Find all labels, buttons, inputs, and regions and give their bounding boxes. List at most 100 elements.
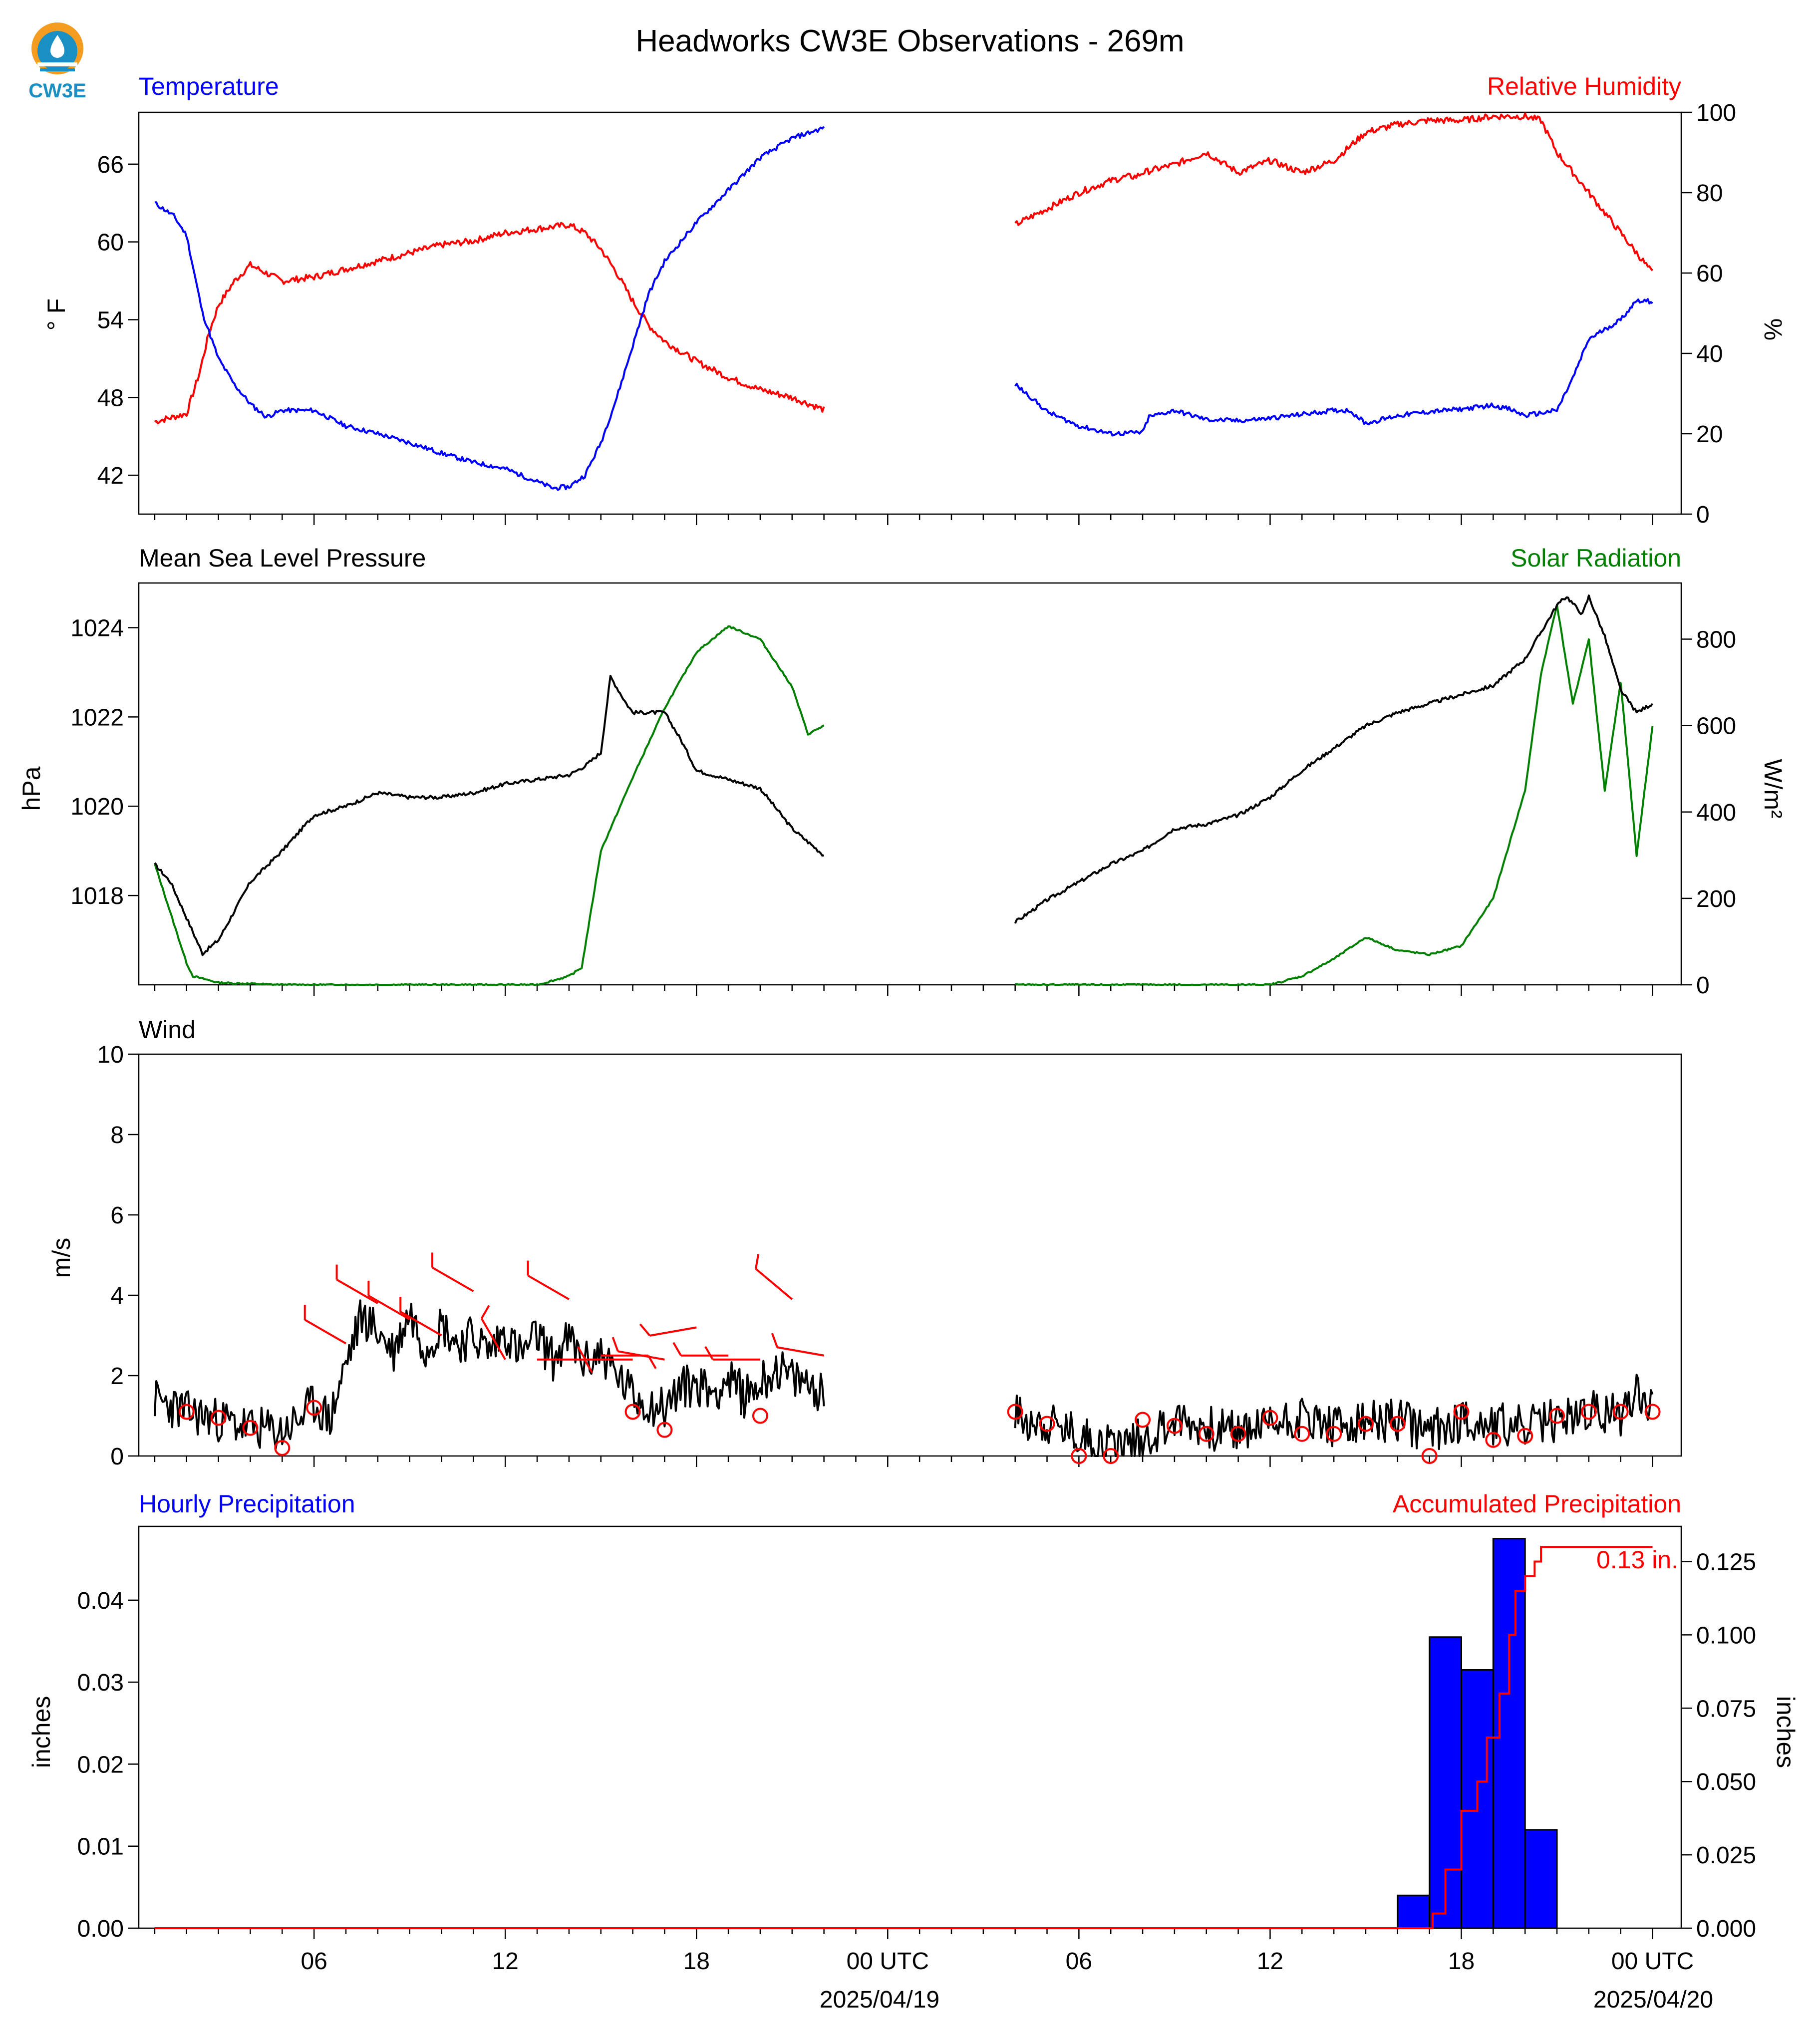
temperature-line-1 bbox=[1014, 298, 1653, 437]
x-tick-label-0: 06 bbox=[301, 1948, 327, 1975]
calm-wind-marker-25 bbox=[1549, 1408, 1565, 1424]
calm-wind-marker-21 bbox=[1421, 1448, 1438, 1464]
rh-tick-label-3: 60 bbox=[1696, 261, 1723, 287]
calm-wind-marker-14 bbox=[1198, 1426, 1214, 1442]
precip-hourly-tick-label-1: 0.01 bbox=[77, 1834, 124, 1860]
precip-hourly-tick-label-4: 0.04 bbox=[77, 1588, 124, 1614]
calm-wind-marker-23 bbox=[1485, 1432, 1502, 1448]
calm-wind-marker-2 bbox=[242, 1420, 259, 1436]
temp-tick-label-3: 60 bbox=[97, 230, 124, 256]
temp-tick-label-4: 66 bbox=[97, 152, 124, 178]
rh-tick-label-4: 80 bbox=[1696, 180, 1723, 207]
precip-hourly-tick-label-0: 0.00 bbox=[77, 1916, 124, 1942]
calm-wind-marker-11 bbox=[1103, 1448, 1119, 1464]
accum-annotation: 0.13 in. bbox=[1596, 1546, 1678, 1574]
calm-wind-marker-24 bbox=[1517, 1428, 1533, 1444]
temperature-line-0 bbox=[154, 126, 825, 491]
pressure-tick-label-1: 1020 bbox=[70, 794, 124, 820]
temperature-title: Temperature bbox=[139, 72, 279, 100]
cw3e-logo: CW3E bbox=[28, 22, 86, 102]
x-tick-label-6: 18 bbox=[1448, 1948, 1475, 1975]
precip-accum-tick-label-3: 0.075 bbox=[1696, 1696, 1756, 1722]
wind-tick-label-0: 0 bbox=[110, 1444, 124, 1470]
solar-line-0 bbox=[153, 625, 825, 986]
pressure-title: Mean Sea Level Pressure bbox=[139, 544, 426, 572]
wind-ylabel: m/s bbox=[47, 1238, 75, 1278]
calm-wind-marker-20 bbox=[1389, 1416, 1406, 1432]
chart-marks: 06 12 18 00 UTC 06 12 18 00 UTC4248546066020406… bbox=[70, 100, 1756, 1975]
temp-tick-label-0: 42 bbox=[97, 463, 124, 489]
wind-frame bbox=[138, 1053, 1682, 1457]
calm-wind-marker-9 bbox=[1039, 1416, 1055, 1432]
pressure-tick-label-0: 1018 bbox=[70, 883, 124, 909]
precip-hourly-tick-label-3: 0.03 bbox=[77, 1670, 124, 1696]
x-tick-label-5: 12 bbox=[1257, 1948, 1283, 1975]
x-tick-label-7: 00 UTC bbox=[1611, 1948, 1694, 1975]
x-tick-label-4: 06 bbox=[1066, 1948, 1092, 1975]
x-tick-label-3: 00 UTC bbox=[847, 1948, 929, 1975]
wind-barb-flag-9 bbox=[577, 1346, 587, 1360]
temp-tick-label-2: 54 bbox=[97, 307, 124, 333]
wind-speed-line-1 bbox=[1014, 1374, 1654, 1457]
pressure-tick-label-3: 1024 bbox=[70, 615, 124, 641]
precip-left-ylabel: inches bbox=[27, 1696, 55, 1768]
figure-title: Headworks CW3E Observations - 269m bbox=[635, 24, 1184, 58]
solar-title: Solar Radiation bbox=[1511, 544, 1681, 572]
calm-wind-marker-16 bbox=[1262, 1410, 1278, 1426]
cw3e-drop-logo-icon bbox=[31, 22, 83, 74]
x-tick-label-1: 12 bbox=[492, 1948, 518, 1975]
pressure-solar-frame bbox=[138, 582, 1682, 986]
rh-tick-label-5: 100 bbox=[1696, 100, 1736, 126]
hourly-precip-title: Hourly Precipitation bbox=[139, 1490, 355, 1518]
calm-wind-marker-13 bbox=[1166, 1418, 1183, 1434]
pressure-tick-label-2: 1022 bbox=[70, 704, 124, 731]
solar-tick-label-0: 0 bbox=[1696, 972, 1710, 999]
wind-tick-label-4: 8 bbox=[110, 1122, 124, 1149]
wind-barb-staff-15 bbox=[777, 1346, 824, 1357]
wind-barb-flag-12 bbox=[672, 1342, 682, 1356]
accum-precip-title: Accumulated Precipitation bbox=[1393, 1490, 1681, 1518]
calm-wind-marker-6 bbox=[656, 1422, 673, 1438]
solar-line-1 bbox=[1015, 603, 1654, 986]
date-label-2: 2025/04/20 bbox=[1593, 1987, 1713, 2013]
solar-tick-label-2: 400 bbox=[1696, 800, 1736, 826]
rh-tick-label-0: 0 bbox=[1696, 502, 1710, 528]
calm-wind-marker-17 bbox=[1294, 1426, 1310, 1442]
wind-speed-line-0 bbox=[153, 1299, 825, 1450]
calm-wind-marker-12 bbox=[1135, 1412, 1151, 1428]
precip-accum-tick-label-2: 0.050 bbox=[1696, 1769, 1756, 1795]
wind-barb-flag-5 bbox=[480, 1305, 490, 1319]
hourly-precip-bar-0 bbox=[1397, 1894, 1431, 1929]
precip-accum-tick-label-4: 0.100 bbox=[1696, 1622, 1756, 1649]
solar-tick-label-3: 600 bbox=[1696, 713, 1736, 740]
calm-wind-marker-19 bbox=[1357, 1416, 1374, 1432]
calm-wind-marker-26 bbox=[1580, 1404, 1597, 1420]
humidity-title: Relative Humidity bbox=[1487, 72, 1681, 100]
solar-tick-label-1: 200 bbox=[1696, 886, 1736, 912]
wind-barb-staff-0 bbox=[304, 1319, 346, 1345]
precip-accum-tick-label-1: 0.025 bbox=[1696, 1842, 1756, 1869]
precip-hourly-tick-label-2: 0.02 bbox=[77, 1751, 124, 1778]
calm-wind-marker-10 bbox=[1071, 1448, 1087, 1464]
calm-wind-marker-18 bbox=[1326, 1426, 1342, 1442]
precip-right-ylabel: inches bbox=[1772, 1696, 1800, 1768]
calm-wind-marker-3 bbox=[274, 1440, 291, 1456]
date-label-1: 2025/04/19 bbox=[820, 1987, 939, 2013]
x-tick-label-2: 18 bbox=[683, 1948, 710, 1975]
wind-tick-label-1: 2 bbox=[110, 1363, 124, 1390]
wind-barb-staff-1 bbox=[336, 1278, 378, 1304]
wind-tick-label-2: 4 bbox=[110, 1283, 124, 1309]
accum-precip-line bbox=[154, 1546, 1653, 1929]
pressure-line-0 bbox=[154, 674, 824, 956]
wind-barb-staff-4 bbox=[432, 1266, 474, 1292]
wind-barb-flag-11 bbox=[639, 1323, 651, 1337]
solar-tick-label-4: 800 bbox=[1696, 627, 1736, 653]
pressure-ylabel: hPa bbox=[17, 766, 45, 811]
wind-tick-label-3: 6 bbox=[110, 1202, 124, 1229]
wind-barb-staff-5 bbox=[480, 1318, 506, 1360]
wind-barb-flag-10 bbox=[611, 1337, 619, 1352]
wind-barb-flag-14 bbox=[755, 1254, 760, 1269]
wind-barb-staff-3 bbox=[400, 1311, 442, 1337]
temp-tick-label-1: 48 bbox=[97, 385, 124, 411]
